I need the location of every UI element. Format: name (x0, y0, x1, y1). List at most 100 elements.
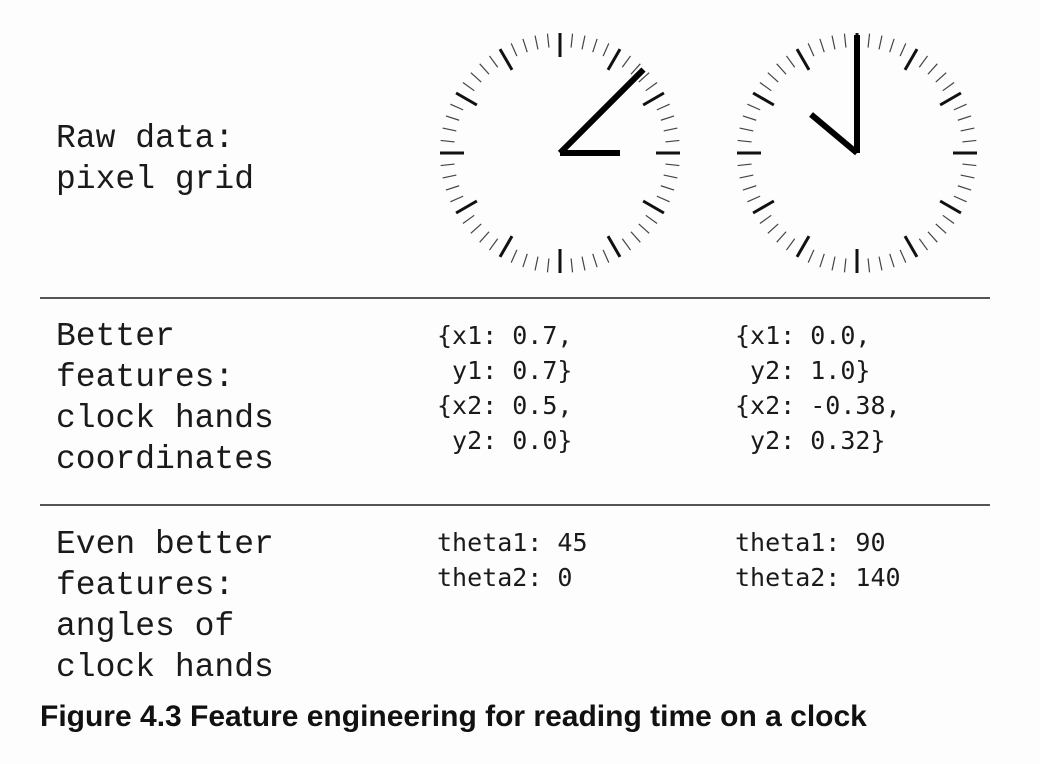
minor-tick-mark (867, 33, 871, 48)
clock-1-angles: theta1: 45 theta2: 0 (437, 528, 588, 592)
row-divider-2 (40, 504, 990, 506)
major-tick-mark (606, 48, 622, 71)
minor-tick-mark (570, 258, 574, 273)
clock-2-hour-hand (809, 112, 859, 156)
minor-tick-mark (918, 238, 929, 251)
minor-tick-mark (522, 253, 528, 268)
minor-tick-mark (737, 163, 752, 167)
minor-tick-mark (747, 103, 761, 111)
minor-tick-mark (546, 258, 550, 273)
minor-tick-mark (831, 256, 836, 271)
row-divider-1 (40, 297, 990, 299)
minor-tick-mark (445, 185, 460, 191)
minor-tick-mark (592, 38, 598, 53)
minor-tick-mark (638, 72, 650, 83)
minor-tick-mark (602, 249, 610, 263)
minor-tick-mark (440, 139, 455, 143)
row-better-features-label: Better features: clock hands coordinates (56, 318, 274, 478)
minor-tick-mark (889, 38, 895, 53)
minor-tick-mark (807, 249, 815, 263)
minor-tick-mark (445, 115, 460, 121)
minor-tick-mark (665, 163, 680, 167)
clock-1-minute-hand (557, 67, 646, 156)
minor-tick-mark (927, 63, 938, 75)
minor-tick-mark (739, 127, 754, 132)
minor-tick-mark (488, 55, 499, 68)
minor-tick-mark (807, 43, 815, 57)
minor-tick-mark (630, 63, 641, 75)
minor-tick-mark (450, 195, 464, 203)
minor-tick-mark (737, 139, 752, 143)
minor-tick-mark (899, 249, 907, 263)
clock-2-ticks (737, 33, 977, 273)
major-tick-mark (498, 48, 514, 71)
major-tick-mark (606, 235, 622, 258)
minor-tick-mark (957, 185, 972, 191)
minor-tick-mark (867, 258, 871, 273)
minor-tick-mark (957, 115, 972, 121)
minor-tick-mark (645, 214, 658, 225)
minor-tick-mark (660, 115, 675, 121)
minor-tick-mark (767, 72, 779, 83)
minor-tick-mark (935, 223, 947, 234)
minor-tick-mark (889, 253, 895, 268)
minor-tick-mark (570, 33, 574, 48)
minor-tick-mark (442, 174, 457, 179)
minor-tick-mark (630, 231, 641, 243)
minor-tick-mark (645, 81, 658, 92)
minor-tick-mark (742, 115, 757, 121)
minor-tick-mark (621, 55, 632, 68)
clock-2-illustration (737, 33, 977, 273)
minor-tick-mark (479, 231, 490, 243)
clock-1-ticks (440, 33, 680, 273)
major-tick-mark (455, 91, 478, 107)
minor-tick-mark (592, 253, 598, 268)
minor-tick-mark (935, 72, 947, 83)
minor-tick-mark (510, 43, 518, 57)
minor-tick-mark (878, 35, 883, 50)
minor-tick-mark (785, 238, 796, 251)
minor-tick-mark (488, 238, 499, 251)
minor-tick-mark (581, 256, 586, 271)
minor-tick-mark (656, 195, 670, 203)
minor-tick-mark (962, 139, 977, 143)
minor-tick-mark (759, 81, 772, 92)
major-tick-mark (752, 199, 775, 215)
clock-2-angles: theta1: 90 theta2: 140 (735, 528, 901, 592)
minor-tick-mark (831, 35, 836, 50)
minor-tick-mark (442, 127, 457, 132)
minor-tick-mark (843, 33, 847, 48)
minor-tick-mark (739, 174, 754, 179)
minor-tick-mark (462, 81, 475, 92)
minor-tick-mark (621, 238, 632, 251)
major-tick-mark (795, 48, 811, 71)
major-tick-mark (903, 48, 919, 71)
minor-tick-mark (767, 223, 779, 234)
minor-tick-mark (440, 163, 455, 167)
major-tick-mark (939, 199, 962, 215)
minor-tick-mark (510, 249, 518, 263)
minor-tick-mark (819, 38, 825, 53)
minor-tick-mark (534, 35, 539, 50)
minor-tick-mark (470, 223, 482, 234)
minor-tick-mark (462, 214, 475, 225)
minor-tick-mark (927, 231, 938, 243)
minor-tick-mark (534, 256, 539, 271)
clock-1-illustration (440, 33, 680, 273)
major-tick-mark (903, 235, 919, 258)
minor-tick-mark (759, 214, 772, 225)
minor-tick-mark (638, 223, 650, 234)
minor-tick-mark (656, 103, 670, 111)
minor-tick-mark (918, 55, 929, 68)
minor-tick-mark (479, 63, 490, 75)
minor-tick-mark (470, 72, 482, 83)
minor-tick-mark (962, 163, 977, 167)
minor-tick-mark (665, 139, 680, 143)
major-tick-mark (642, 91, 665, 107)
minor-tick-mark (960, 174, 975, 179)
minor-tick-mark (660, 185, 675, 191)
minor-tick-mark (581, 35, 586, 50)
major-tick-mark (498, 235, 514, 258)
minor-tick-mark (785, 55, 796, 68)
minor-tick-mark (602, 43, 610, 57)
